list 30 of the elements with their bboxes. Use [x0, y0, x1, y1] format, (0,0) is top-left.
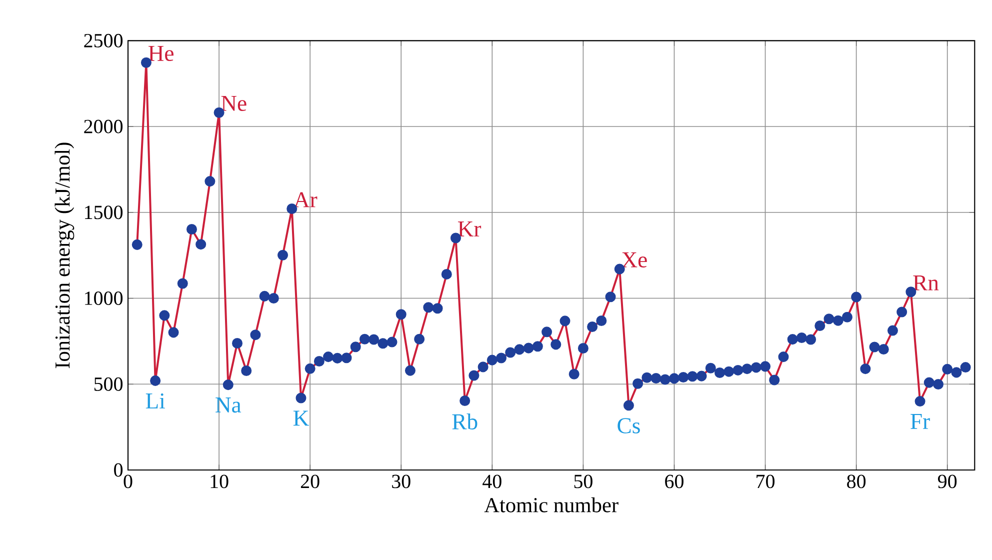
x-tick-label: 0 [124, 474, 132, 488]
x-tick-label: 10 [210, 474, 228, 488]
y-tick-label: 0 [114, 463, 123, 477]
annotation: Li [146, 393, 165, 408]
annotation: Cs [618, 418, 640, 434]
x-tick-label: 70 [756, 474, 775, 488]
annotation: He [148, 46, 174, 62]
y-tick-label: 2000 [84, 120, 123, 134]
annotation: Kr [458, 222, 482, 236]
annotation: Fr [910, 414, 930, 429]
annotation: Ne [221, 96, 246, 112]
x-tick-label: 60 [665, 474, 684, 488]
x-tick-label: 40 [482, 474, 502, 488]
x-tick-label: 30 [392, 474, 410, 488]
x-axis-title: Atomic number [484, 497, 618, 512]
annotation: K [293, 410, 309, 426]
annotation: Xe [622, 252, 647, 268]
y-tick-label: 500 [94, 377, 123, 391]
x-tick-label: 90 [938, 474, 957, 488]
annotation: Rn [913, 275, 939, 290]
x-tick-label: 20 [300, 474, 320, 488]
annotation: Rb [452, 413, 478, 430]
y-tick-label: 2500 [84, 34, 123, 48]
x-tick-label: 50 [574, 474, 592, 488]
y-tick-label: 1000 [85, 292, 123, 305]
x-tick-label: 80 [847, 474, 866, 488]
y-axis-title: Ionization energy (kJ/mol) [54, 142, 74, 368]
annotation: Na [216, 398, 242, 413]
annotation: Ar [294, 192, 318, 208]
y-tick-label: 1500 [85, 206, 123, 220]
